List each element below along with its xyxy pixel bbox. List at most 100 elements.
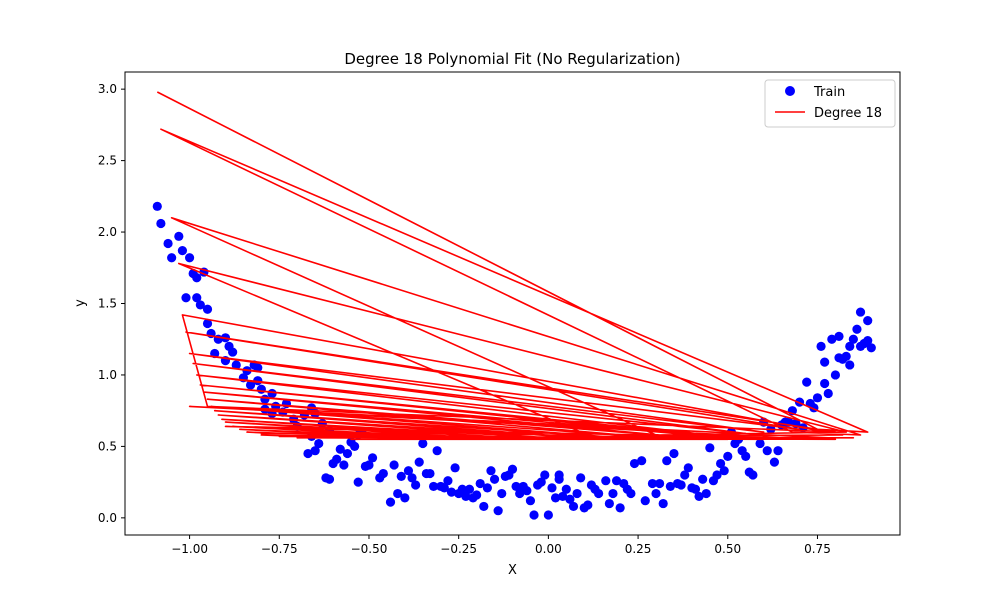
train-point [522,486,532,496]
train-point [324,474,335,484]
train-point [812,393,823,403]
train-point [604,498,614,509]
train-point [367,453,378,463]
train-point [762,446,772,456]
train-point [690,484,701,494]
train-point [540,470,550,480]
train-point [601,476,611,486]
train-point [195,300,205,310]
train-point [669,448,679,459]
train-point [339,460,349,470]
train-point [253,363,263,373]
x-axis-title: X [508,563,517,578]
train-point [841,351,851,361]
train-point [676,480,686,490]
train-point [723,451,733,462]
train-point [543,510,553,520]
train-point [486,466,496,476]
train-point [407,473,417,483]
train-point [572,488,582,499]
axes: −1.00 −0.75 −0.50 −0.25 0.00 0.25 0.50 0.75 0.0 0… [98,71,901,556]
x-tick-label: 0.75 [804,542,831,556]
train-point [820,378,830,389]
legend: Train Degree 18 [764,79,896,128]
legend-label-degree-18: Degree 18 [814,106,882,121]
train-point [260,394,270,404]
train-point [497,488,507,499]
train-point [773,446,783,456]
train-point [457,484,467,494]
train-point [378,468,388,479]
train-point [332,454,342,464]
train-point [845,360,855,370]
train-point [418,438,428,449]
train-point [181,293,191,303]
train-point [647,478,658,489]
train-point [493,506,503,516]
train-point [536,477,546,487]
y-tick-label: 1.0 [98,368,117,382]
train-point [267,388,277,399]
degree-18-fit-line [156,91,869,441]
y-tick-label: 2.0 [98,225,117,239]
x-tick-label: −0.50 [351,542,388,556]
train-point [561,484,571,494]
train-point [658,498,668,509]
train-point [479,501,489,512]
train-point [547,483,557,493]
train-point [665,481,675,492]
train-point [716,458,726,469]
train-point [655,478,665,489]
train-point [866,343,876,353]
train-point [608,488,618,499]
train-point [364,460,374,470]
train-point [310,446,320,456]
train-point [393,488,403,499]
train-point [192,273,202,283]
train-point [425,468,435,479]
plot-area [152,91,876,520]
train-point [741,451,751,462]
train-point [834,331,844,341]
train-point [848,334,858,344]
train-point [683,463,693,473]
y-tick-label: 1.5 [98,297,117,311]
train-point [662,456,672,466]
train-point [863,316,873,326]
y-tick-label: 3.0 [98,82,117,96]
train-point [583,500,593,510]
x-tick-label: −1.00 [171,542,208,556]
legend-marker-train [785,86,795,96]
train-point [396,471,406,482]
train-point [830,370,841,380]
train-point [852,324,862,334]
x-tick-label: −0.75 [261,542,298,556]
train-point [411,480,421,490]
train-point [651,488,661,499]
train-point [820,357,830,367]
train-point [400,493,410,503]
train-point [694,491,704,502]
train-point [428,481,439,492]
train-point [389,460,399,470]
train-point [177,246,188,256]
legend-label-train: Train [813,85,845,100]
train-point [403,466,414,476]
train-point [167,253,177,263]
train-point [414,457,424,467]
train-point [525,496,536,506]
train-point [823,388,833,399]
train-point [769,457,780,467]
train-point [314,438,324,449]
train-point [461,491,471,502]
train-point [863,336,873,346]
chart-title: Degree 18 Polynomial Fit (No Regularizat… [344,50,680,68]
train-point [303,448,313,459]
train-point [629,458,640,469]
train-point [550,493,561,503]
train-point [152,201,162,211]
y-tick-label: 0.0 [98,511,117,525]
x-tick-label: 0.25 [625,542,652,556]
train-point [626,488,636,499]
